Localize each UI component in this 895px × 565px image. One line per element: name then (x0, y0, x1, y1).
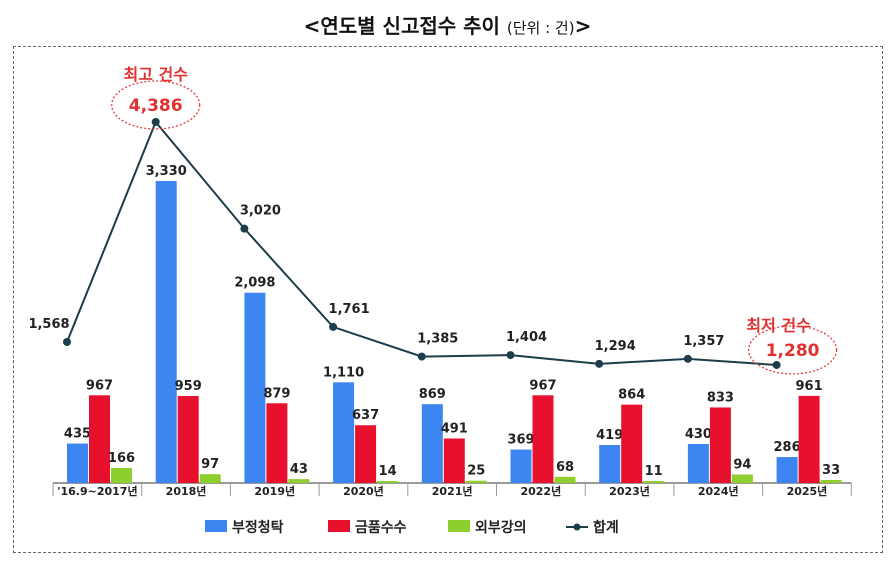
bar-value-label: 369 (507, 433, 534, 448)
bar-외부강의 (288, 479, 310, 483)
total-point (595, 359, 604, 368)
x-tick-label: '16.9~2017년 (57, 484, 137, 498)
bar-금품수수 (532, 395, 554, 483)
bar-value-label: 864 (618, 388, 645, 403)
bar-value-label: 97 (201, 457, 219, 472)
bar-value-label: 637 (352, 408, 379, 423)
bar-value-label: 2,098 (234, 276, 275, 291)
bar-value-label: 959 (175, 379, 202, 394)
bar-value-label: 430 (685, 427, 712, 442)
bar-외부강의 (111, 467, 132, 483)
x-tick-label: 2023년 (609, 484, 650, 498)
bar-부정청탁 (67, 443, 88, 483)
total-point (151, 118, 160, 126)
bar-금품수수 (621, 404, 643, 483)
bar-부정청탁 (244, 292, 266, 483)
x-tick-label: 2025년 (787, 484, 828, 498)
bar-부정청탁 (421, 404, 443, 483)
total-point (329, 322, 338, 331)
total-value-label: 1,404 (506, 330, 547, 345)
total-point (240, 224, 249, 233)
bar-외부강의 (820, 480, 842, 483)
max-annotation: 최고 건수 (123, 65, 188, 84)
bar-외부강의 (377, 481, 399, 483)
chart-title: <연도별 신고접수 추이 (단위 : 건)> (0, 10, 895, 39)
bar-부정청탁 (510, 449, 532, 483)
bar-외부강의 (554, 476, 576, 483)
total-value-label: 1,294 (595, 339, 636, 354)
x-tick-label: 2020년 (343, 484, 384, 498)
total-highlight-label: 1,280 (766, 341, 820, 361)
x-tick-label: 2024년 (698, 484, 739, 498)
total-point (417, 352, 426, 361)
bar-value-label: 833 (707, 390, 734, 405)
max-highlight-circle (111, 80, 201, 130)
bar-value-label: 166 (108, 451, 135, 466)
x-tick-label: 2018년 (166, 484, 207, 498)
legend-swatch-부정청탁 (205, 520, 227, 532)
total-value-label: 3,020 (240, 204, 281, 219)
bar-외부강의 (643, 481, 665, 483)
total-value-label: 1,761 (329, 302, 370, 317)
bar-value-label: 25 (467, 464, 485, 479)
legend-label: 외부강의 (475, 519, 527, 536)
total-value-label: 1,385 (417, 332, 458, 347)
total-point (683, 354, 692, 363)
bar-부정청탁 (687, 444, 709, 483)
bar-value-label: 967 (86, 378, 113, 393)
bar-value-label: 43 (290, 462, 308, 477)
legend-label: 부정청탁 (232, 519, 284, 536)
bar-금품수수 (177, 396, 199, 483)
bar-부정청탁 (599, 445, 621, 483)
bar-value-label: 869 (419, 387, 446, 402)
total-point (63, 338, 71, 346)
bar-부정청탁 (333, 382, 355, 483)
chart-title-close: > (574, 14, 592, 38)
bar-value-label: 419 (596, 428, 623, 443)
chart-title-main: <연도별 신고접수 추이 (303, 14, 500, 38)
bar-value-label: 879 (263, 386, 290, 401)
bar-value-label: 94 (733, 457, 751, 472)
bar-value-label: 14 (379, 464, 397, 479)
bar-금품수수 (266, 403, 288, 483)
bar-부정청탁 (776, 457, 798, 483)
bar-금품수수 (443, 438, 465, 483)
bar-value-label: 967 (529, 378, 556, 393)
bar-금품수수 (798, 395, 820, 483)
bar-금품수수 (709, 407, 731, 483)
bar-value-label: 491 (441, 421, 468, 436)
legend-label: 합계 (593, 519, 619, 536)
bar-value-label: 33 (822, 463, 840, 478)
bar-value-label: 961 (796, 379, 823, 394)
total-highlight-label: 4,386 (129, 96, 183, 116)
total-value-label: 1,568 (28, 317, 69, 332)
min-annotation: 최저 건수 (746, 316, 811, 335)
legend-label: 금품수수 (355, 520, 407, 536)
bar-value-label: 11 (645, 464, 663, 479)
bar-부정청탁 (155, 181, 177, 483)
chart-frame (13, 46, 883, 553)
x-tick-label: 2021년 (432, 484, 473, 498)
bar-value-label: 286 (774, 440, 801, 455)
x-tick-label: 2022년 (520, 484, 561, 498)
bar-value-label: 68 (556, 460, 574, 475)
x-tick-label: 2019년 (254, 484, 295, 498)
total-value-label: 1,357 (683, 334, 724, 349)
bar-value-label: 435 (64, 427, 91, 442)
bar-금품수수 (89, 395, 110, 483)
total-point (506, 351, 515, 360)
chart-title-unit: (단위 : 건) (506, 19, 575, 37)
bar-외부강의 (731, 474, 753, 483)
legend-line-marker (573, 523, 581, 531)
legend-swatch-외부강의 (448, 520, 470, 532)
bar-value-label: 3,330 (146, 164, 187, 179)
total-point (772, 360, 781, 369)
bar-value-label: 1,110 (323, 365, 364, 380)
min-highlight-circle (747, 325, 838, 375)
bar-외부강의 (465, 480, 487, 483)
bar-금품수수 (355, 425, 377, 483)
legend-swatch-금품수수 (328, 520, 350, 532)
bar-외부강의 (199, 474, 221, 483)
